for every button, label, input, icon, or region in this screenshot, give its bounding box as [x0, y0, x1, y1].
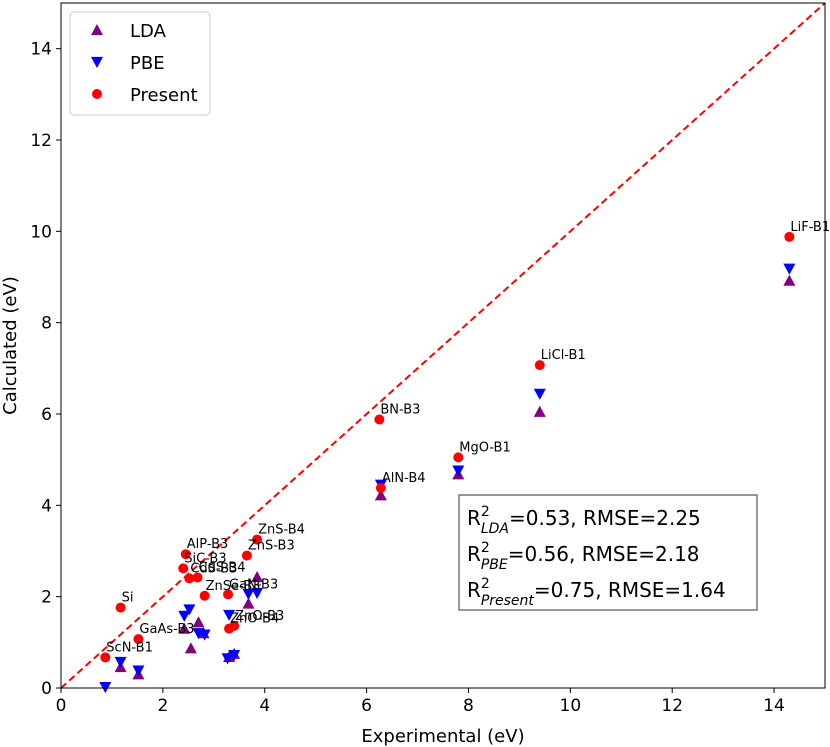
y-axis-title: Calculated (eV)	[0, 276, 21, 415]
stats-line: R2 PBE=0.56, RMSE=2.18	[467, 540, 700, 573]
lda-point	[192, 616, 205, 628]
plot-frame	[60, 2, 826, 689]
present-point	[223, 589, 234, 600]
x-tick-label: 10	[560, 696, 582, 716]
point-label: AlP-B3	[187, 537, 228, 552]
point-label: GaAs-B3	[139, 622, 194, 637]
point-label: Si	[122, 591, 134, 606]
point-label: ZnO-B3	[235, 609, 284, 624]
point-label: ZnS-B4	[258, 523, 305, 538]
y-tick-label: 14	[30, 40, 52, 60]
points-layer	[99, 231, 796, 694]
present-point	[115, 602, 126, 613]
present-point	[229, 620, 240, 631]
stats-line: R2 LDA=0.53, RMSE=2.25	[467, 504, 701, 537]
pbe-point	[783, 263, 796, 275]
present-point	[199, 590, 210, 601]
point-label: GaN-B3	[229, 577, 278, 592]
x-tick-label: 14	[763, 696, 785, 716]
lda-point	[184, 642, 197, 654]
lda-point	[783, 274, 796, 286]
y-tick-label: 4	[41, 496, 52, 516]
legend-label-pbe: PBE	[130, 53, 165, 74]
y-tick-label: 0	[41, 679, 52, 699]
pbe-point	[183, 604, 196, 616]
legend-marker-pbe	[91, 56, 103, 68]
pbe-point	[178, 610, 191, 622]
point-label: BN-B3	[380, 402, 420, 417]
y-tick-label: 2	[41, 588, 52, 608]
lda-point	[374, 489, 387, 501]
point-labels-layer: ScN-B1SiGaAs-B3SiC-B3AlP-B3CdS-B3CdS-B4Z…	[106, 220, 830, 656]
lda-point	[533, 405, 546, 417]
y-tick-label: 8	[41, 314, 52, 334]
y-tick-label: 12	[30, 131, 52, 151]
x-tick-label: 6	[361, 696, 372, 716]
legend-label-present: Present	[130, 85, 198, 106]
point-label: CdS-B4	[199, 560, 246, 575]
point-label: SiC-B3	[184, 551, 226, 566]
pbe-point	[251, 587, 264, 600]
pbe-point	[452, 465, 465, 477]
lda-point	[178, 622, 191, 634]
point-label: ZnO-B4	[230, 612, 279, 627]
legend-marker-lda	[91, 24, 103, 36]
legend-label-lda: LDA	[130, 21, 167, 42]
y-tick-label: 10	[30, 222, 52, 242]
point-label: LiCl-B1	[541, 348, 586, 363]
pbe-point	[223, 609, 236, 621]
lda-point	[242, 597, 255, 609]
pbe-point	[132, 665, 145, 677]
pbe-point	[242, 588, 255, 600]
present-point	[374, 414, 385, 425]
point-label: CdS-B3	[190, 561, 237, 576]
present-point	[534, 360, 545, 371]
point-label: ScN-B1	[106, 640, 153, 655]
stats-frame	[458, 494, 758, 611]
pbe-point	[228, 650, 241, 662]
pbe-point	[114, 656, 127, 668]
y-tick-label: 6	[41, 405, 52, 425]
present-point	[178, 563, 189, 574]
point-label: LiF-B1	[790, 220, 830, 235]
x-tick-label: 12	[661, 696, 683, 716]
pbe-point	[533, 388, 546, 400]
stats-line: R2 Present=0.75, RMSE=1.64	[467, 576, 726, 609]
axes-layer: 0 2 4 6 8 10 12 14 0 2 4 6 8 10 12 14	[30, 40, 785, 716]
lda-point	[251, 571, 264, 583]
point-label: MgO-B1	[459, 440, 510, 455]
point-label: ZnSe-B3	[206, 579, 261, 594]
x-axis-title: Experimental (eV)	[361, 726, 524, 747]
x-tick-label: 0	[56, 696, 67, 716]
legend-marker-present	[92, 89, 102, 99]
present-point	[133, 634, 144, 645]
pbe-point	[221, 653, 234, 665]
legend-box	[69, 11, 211, 116]
x-tick-label: 8	[463, 696, 474, 716]
point-label: AlN-B4	[382, 471, 426, 486]
present-point	[180, 549, 191, 560]
present-point	[192, 572, 203, 583]
pbe-point	[198, 629, 211, 641]
present-point	[453, 452, 464, 463]
legend: LDA PBE Present	[69, 11, 211, 116]
point-label: ZnS-B3	[248, 539, 295, 554]
x-tick-label: 4	[259, 696, 270, 716]
x-tick-label: 2	[157, 696, 168, 716]
present-point	[241, 550, 252, 561]
present-point	[784, 231, 795, 242]
present-point	[100, 652, 111, 663]
present-point	[252, 534, 263, 545]
present-point	[375, 482, 386, 493]
present-point	[184, 573, 195, 584]
